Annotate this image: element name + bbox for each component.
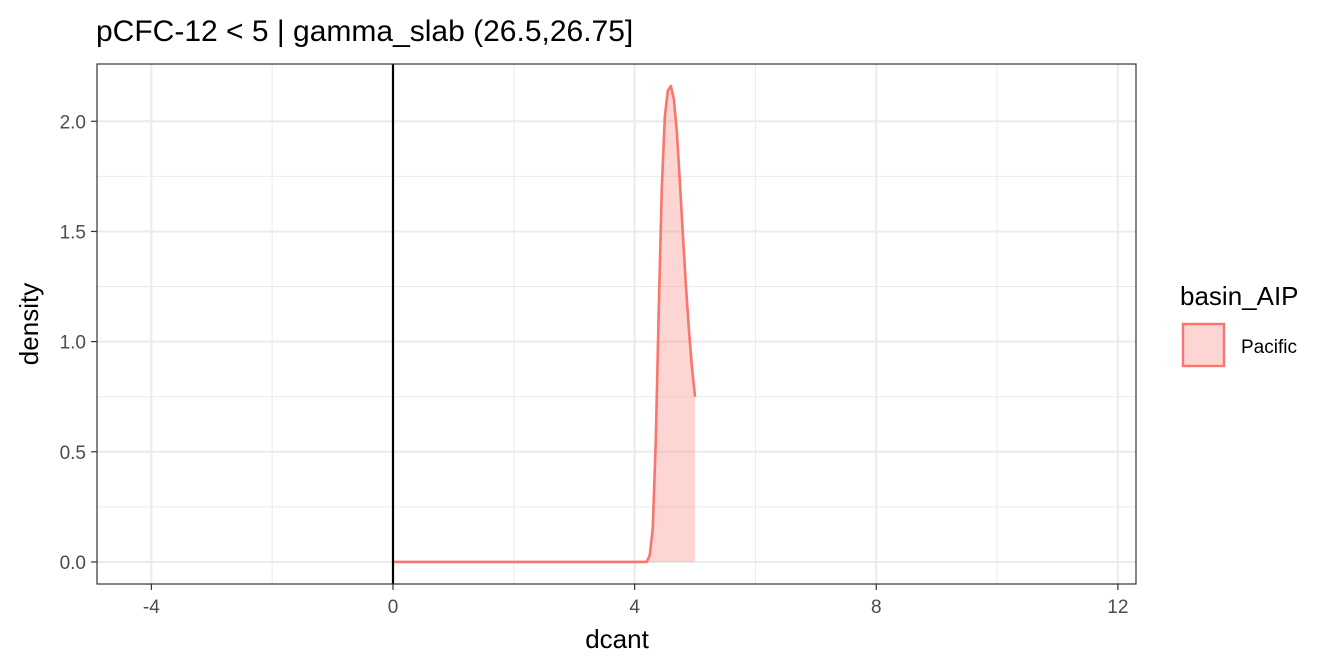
x-tick-label: -4 [143,597,160,618]
y-tick-label: 2.0 [60,112,86,133]
legend-title: basin_AIP [1180,281,1299,311]
density-line-pacific [392,84,697,564]
plot-panel [97,64,1136,584]
x-axis-label: dcant [585,624,649,654]
panel-border [96,63,1137,585]
x-tick-label: 4 [629,597,640,618]
minor-gridlines [97,64,1136,584]
y-tick-label: 0.0 [60,553,86,574]
x-axis-ticks: -4 0 4 8 12 [143,584,1128,618]
x-tick-label: 8 [871,597,882,618]
y-axis-label: density [14,283,44,365]
legend-key-pacific [1181,322,1226,368]
x-tick-label: 0 [388,597,399,618]
chart-title: pCFC-12 < 5 | gamma_slab (26.5,26.75] [96,15,633,48]
y-axis-ticks: 0.0 0.5 1.0 1.5 2.0 [60,112,97,574]
series-layer [392,84,697,564]
legend: basin_AIP Pacific [1180,281,1299,368]
legend-label-pacific: Pacific [1241,337,1297,358]
y-tick-label: 1.5 [60,222,86,243]
x-tick-label: 12 [1107,597,1128,618]
y-tick-label: 0.5 [60,443,86,464]
y-tick-label: 1.0 [60,333,86,354]
